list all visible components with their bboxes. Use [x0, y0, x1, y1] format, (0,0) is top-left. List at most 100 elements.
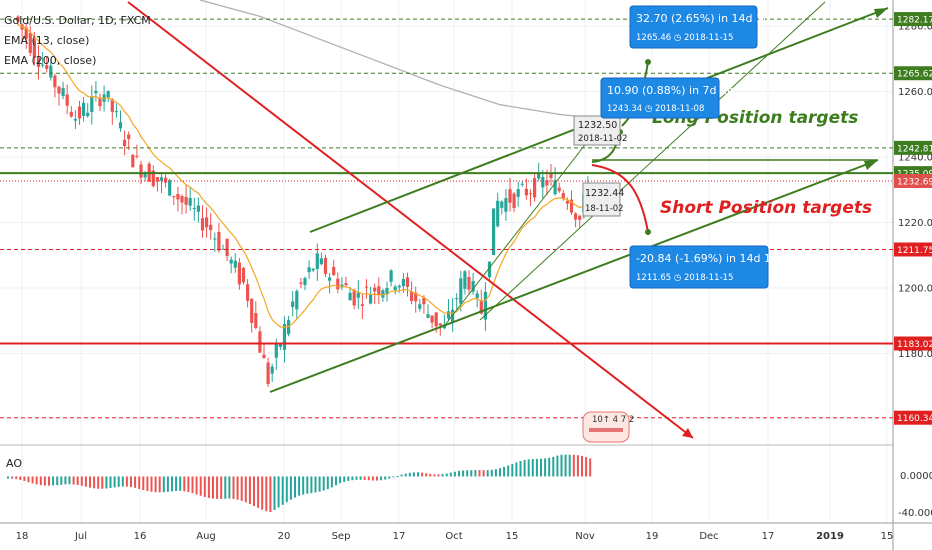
- candle-body-122: [516, 189, 520, 197]
- ao-bar-28: [121, 476, 124, 487]
- green-upper-arrow-head: [874, 8, 888, 18]
- ao-bar-42: [179, 476, 182, 491]
- candle-body-129: [545, 180, 549, 186]
- ao-bar-17: [76, 476, 79, 486]
- level-tag-bg-0: [894, 12, 932, 27]
- ao-bar-107: [445, 473, 448, 477]
- ao-bar-21: [93, 476, 96, 489]
- ao-bar-136: [564, 454, 567, 477]
- candle-body-74: [319, 258, 323, 265]
- candle-body-116: [492, 208, 496, 256]
- callout-long-7d-line1: 10.90 (0.88%) in 7d 1h: [607, 84, 734, 97]
- ao-bar-67: [281, 476, 284, 505]
- ao-bar-137: [568, 454, 571, 477]
- green-lower-arrow-head: [864, 160, 878, 170]
- candle-body-12: [65, 94, 69, 106]
- ao-bar-103: [429, 473, 432, 477]
- candle-body-70: [303, 278, 307, 286]
- event-flag-badge[interactable]: [582, 411, 630, 443]
- price-tag-1-box: [573, 115, 621, 146]
- ao-bar-5: [27, 476, 30, 483]
- level-tag-6: 1183.02: [897, 340, 932, 350]
- ao-bar-134: [556, 455, 559, 477]
- ao-bar-73: [306, 476, 309, 494]
- ao-bar-38: [162, 476, 165, 493]
- ao-bar-33: [142, 476, 145, 490]
- candle-body-107: [455, 298, 459, 300]
- ao-bar-43: [183, 476, 186, 492]
- candle-body-103: [438, 323, 442, 326]
- callout-long-14d: 32.70 (2.65%) in 14d 1h 1265.46 ◷ 2018-1…: [629, 5, 770, 49]
- ao-bar-119: [494, 469, 497, 477]
- candle-body-92: [393, 286, 397, 291]
- candle-body-87: [373, 287, 377, 292]
- candle-body-44: [196, 205, 200, 212]
- ao-bar-60: [253, 476, 255, 506]
- x-tick-14: 15: [881, 531, 894, 542]
- ao-bar-68: [285, 476, 288, 503]
- candle-body-31: [143, 173, 147, 178]
- candle-body-94: [401, 279, 405, 287]
- candle-body-60: [262, 354, 266, 359]
- candle-body-20: [98, 97, 102, 107]
- candle-body-58: [254, 313, 258, 328]
- candle-body-43: [192, 208, 196, 210]
- ao-bar-94: [392, 476, 395, 478]
- candle-body-90: [385, 288, 389, 295]
- level-tag-bg-2: [894, 140, 932, 155]
- candle-body-50: [221, 248, 225, 250]
- ao-bar-52: [220, 476, 223, 499]
- ao-bar-100: [417, 472, 419, 477]
- callout-long-7d-box: [600, 77, 720, 119]
- candle-body-88: [377, 286, 381, 295]
- candle-body-123: [520, 183, 524, 185]
- ao-bar-102: [425, 473, 428, 477]
- price-level-tags: 1282.171265.621242.811235.091232.691211.…: [894, 12, 932, 425]
- candle-body-93: [397, 285, 401, 288]
- event-flag[interactable]: 10↑ 4 7 2: [582, 411, 634, 443]
- time-axis[interactable]: 18 Jul 16 Aug 20 Sep 17 Oct 15 Nov 19 Dec 17 2019 15: [16, 531, 894, 542]
- ao-bar-10: [48, 476, 50, 486]
- candle-body-111: [471, 281, 475, 292]
- candle-body-81: [348, 292, 352, 301]
- ao-bar-30: [130, 476, 132, 488]
- callout-short-14d-line2: 1211.65 ◷ 2018-11-15: [636, 273, 733, 283]
- ao-tick-neg40: -40.0000: [898, 508, 932, 519]
- ao-bar-78: [326, 476, 329, 490]
- price-tag-2-line2: 18-11-02: [585, 204, 624, 214]
- ao-bar-51: [216, 476, 219, 499]
- ao-tick-0: 0.0000: [900, 471, 932, 482]
- candle-body-77: [332, 266, 336, 276]
- candle-body-109: [463, 271, 467, 289]
- candle-body-127: [537, 172, 541, 179]
- candle-body-22: [106, 90, 110, 98]
- ao-bar-57: [240, 476, 243, 501]
- event-flag-label: 10↑ 4 7 2: [592, 415, 634, 425]
- short-position-label: Short Position targets: [660, 198, 872, 218]
- candle-body-17: [86, 112, 90, 116]
- x-tick-12: 17: [762, 531, 775, 542]
- ao-bar-44: [187, 476, 190, 493]
- candle-body-67: [291, 301, 295, 308]
- candle-body-134: [565, 200, 569, 204]
- candle-body-62: [270, 366, 274, 374]
- ao-bar-15: [68, 476, 71, 485]
- ao-bar-120: [499, 468, 501, 477]
- candle-body-37: [168, 180, 172, 196]
- ao-bar-140: [581, 455, 583, 477]
- ao-bar-25: [109, 476, 112, 488]
- green-thin-line: [444, 127, 599, 326]
- callout-short-14d-line1: -20.84 (-1.69%) in 14d 1h: [636, 252, 778, 265]
- callout-short-14d: -20.84 (-1.69%) in 14d 1h 1211.65 ◷ 2018…: [629, 245, 778, 289]
- ao-bar-23: [101, 476, 104, 489]
- ao-bar-90: [376, 476, 378, 481]
- level-tag-bg-4: [894, 173, 932, 188]
- price-axis[interactable]: 1180.00 1200.00 1220.00 1240.00 1260.00 1280.…: [898, 22, 932, 360]
- ao-bar-118: [490, 469, 493, 477]
- price-tag-1-line2: 2018-11-02: [578, 134, 627, 144]
- candle-body-91: [389, 270, 393, 282]
- ao-bar-49: [207, 476, 210, 498]
- ao-bar-0: [7, 476, 9, 479]
- candle-body-124: [524, 188, 528, 196]
